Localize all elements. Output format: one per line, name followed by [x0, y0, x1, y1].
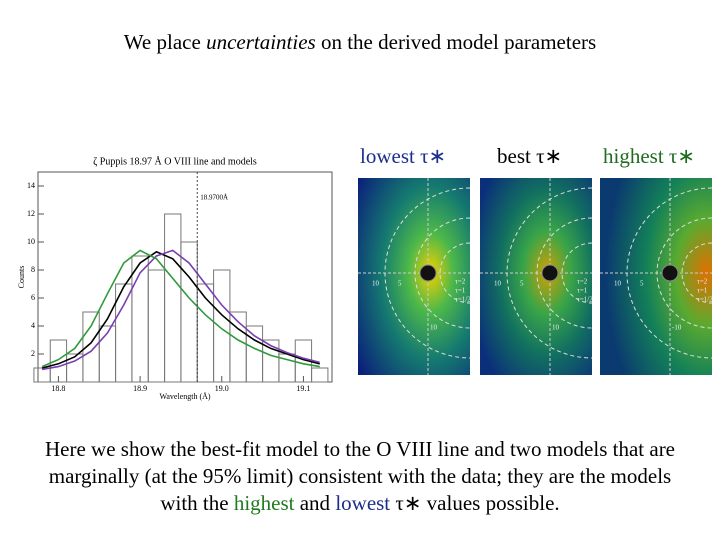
- title-text: We place: [123, 30, 207, 54]
- map-label: τ=1/2: [697, 296, 713, 304]
- map-label: best τ∗: [497, 144, 563, 168]
- x-axis-label: Wavelength (Å): [159, 392, 210, 401]
- x-tick-label: 19.0: [215, 384, 229, 393]
- y-tick-label: 2: [31, 349, 35, 358]
- star: [419, 264, 437, 282]
- figures: ζ Puppis 18.97 Å O VIII line and models W…: [17, 155, 713, 401]
- map-label: 5: [398, 280, 402, 288]
- chart-title: ζ Puppis 18.97 Å O VIII line and models: [93, 155, 257, 167]
- tau-contour: [506, 187, 593, 359]
- tau-contour: [384, 187, 471, 359]
- caption-text: Here we show the best-fit model to the O…: [44, 437, 676, 515]
- map-image: [480, 178, 592, 375]
- histogram-bar: [213, 269, 231, 383]
- map-label: 10: [430, 324, 438, 332]
- y-tick-label: 14: [27, 181, 35, 190]
- x-tick-label: 18.8: [51, 384, 65, 393]
- caption-highlight: highest: [233, 491, 295, 515]
- map-label: τ=1: [455, 287, 466, 295]
- histogram-bar: [131, 255, 149, 383]
- model-line: [41, 249, 320, 371]
- caption-text: and: [294, 491, 336, 515]
- slide-title: We place uncertainties on the derived mo…: [0, 30, 720, 55]
- histogram-bar: [147, 269, 166, 383]
- x-tick-label: 18.9: [133, 384, 147, 393]
- y-tick-label: 10: [27, 237, 35, 246]
- caption: Here we show the best-fit model to the O…: [30, 436, 690, 517]
- map-label: -10: [672, 324, 682, 332]
- tau-contour: [414, 217, 471, 329]
- y-tick-label: 8: [31, 265, 35, 274]
- star: [661, 264, 679, 282]
- model-line: [41, 249, 320, 368]
- histogram-bar: [311, 367, 329, 383]
- map-label: lowest τ∗: [360, 144, 447, 168]
- y-axis-label: Counts: [17, 266, 26, 289]
- y-tick-label: 4: [31, 321, 35, 330]
- tau-contour: [536, 217, 593, 329]
- map-image: [358, 178, 470, 375]
- histogram-bar: [33, 367, 51, 383]
- y-tick-label: 12: [27, 209, 35, 218]
- map-label: 5: [520, 280, 524, 288]
- annotation-label: 18.9700Å: [200, 194, 228, 202]
- histogram-bar: [245, 325, 264, 383]
- map-label: 10: [552, 324, 560, 332]
- map-label: τ=1/2: [577, 296, 593, 304]
- x-tick-label: 19.1: [296, 384, 310, 393]
- map-label: τ=1/2: [455, 296, 471, 304]
- map-label: 10: [614, 280, 622, 288]
- map-label: τ=2: [455, 278, 466, 286]
- histogram-bar: [98, 325, 117, 383]
- map-label: τ=2: [697, 278, 708, 286]
- map-label: highest τ∗: [603, 144, 695, 168]
- map-label: τ=1: [697, 287, 708, 295]
- title-italic: uncertainties: [206, 30, 316, 54]
- map-label: 10: [372, 280, 380, 288]
- title-text: on the derived model parameters: [315, 30, 597, 54]
- tau-contour: [626, 187, 713, 359]
- model-line: [41, 250, 320, 369]
- histogram-bar: [164, 213, 182, 383]
- star: [541, 264, 559, 282]
- map-label: τ=1: [577, 287, 588, 295]
- map-image: [600, 178, 712, 375]
- tau-contour: [656, 217, 713, 329]
- caption-text: τ∗ values possible.: [390, 491, 560, 515]
- y-tick-label: 6: [31, 293, 35, 302]
- map-label: 5: [640, 280, 644, 288]
- caption-highlight: lowest: [335, 491, 391, 515]
- map-label: τ=2: [577, 278, 588, 286]
- map-label: 10: [494, 280, 502, 288]
